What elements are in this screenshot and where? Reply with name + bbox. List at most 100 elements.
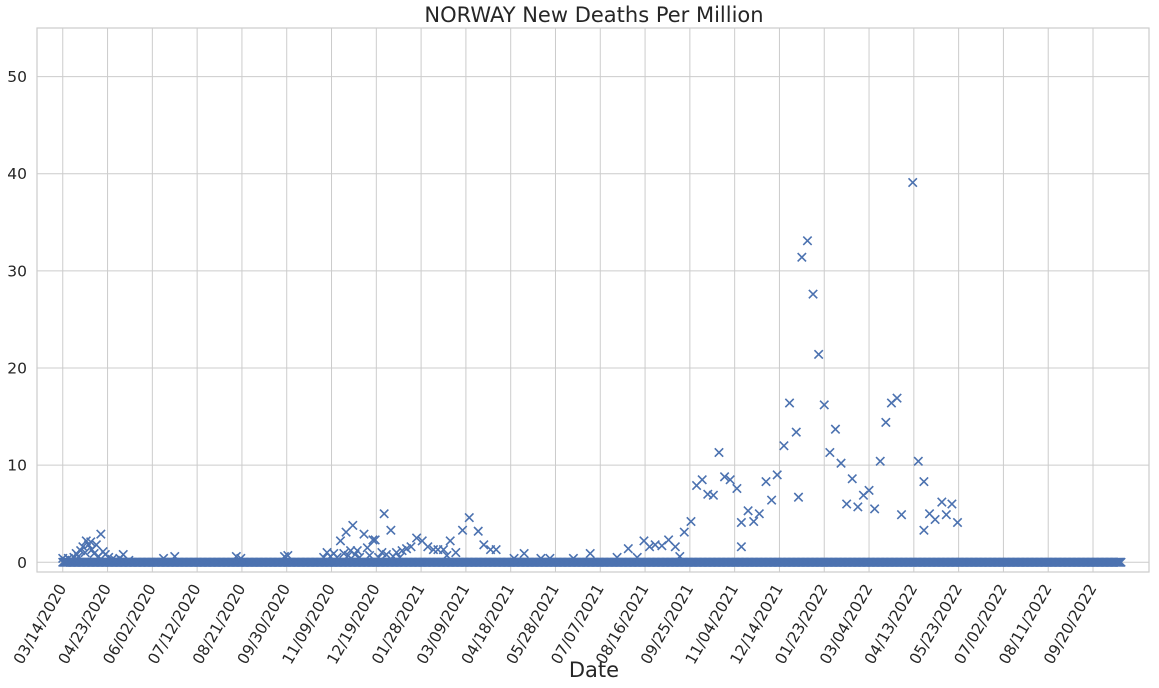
data-point: [679, 527, 690, 537]
data-point: [797, 252, 807, 263]
baseline-points: [57, 557, 1126, 568]
data-point: [386, 525, 396, 535]
data-point: [725, 474, 735, 485]
data-point: [423, 541, 433, 552]
data-point: [732, 483, 742, 494]
data-point: [736, 541, 747, 552]
data-point: [830, 424, 841, 434]
data-point: [80, 547, 90, 558]
data-point: [813, 349, 824, 360]
grid-lines: [37, 28, 1149, 572]
data-point: [381, 549, 392, 560]
data-point: [73, 551, 84, 562]
y-tick-label: 10: [7, 457, 27, 475]
data-point: [864, 485, 874, 496]
data-point: [772, 470, 782, 480]
data-point: [279, 551, 290, 562]
data-point: [793, 492, 804, 502]
data-point: [411, 533, 422, 543]
y-tick-label: 40: [7, 165, 27, 183]
data-point: [359, 529, 369, 539]
data-point: [719, 472, 730, 482]
data-point: [169, 551, 180, 562]
data-point: [438, 544, 449, 555]
data-point: [373, 552, 384, 563]
data-point: [442, 550, 452, 561]
data-point: [445, 536, 455, 546]
data-point: [791, 427, 802, 437]
data-point: [947, 499, 957, 509]
y-tick-label: 0: [17, 554, 27, 572]
data-point: [930, 514, 940, 525]
data-point: [354, 552, 365, 563]
data-point: [473, 526, 483, 536]
data-point: [841, 499, 852, 509]
data-point: [761, 476, 771, 487]
data-point: [836, 458, 846, 468]
data-point: [748, 516, 759, 527]
x-axis-ticks: 03/14/202004/23/202006/02/202007/12/2020…: [10, 581, 1101, 667]
data-point: [391, 547, 402, 558]
data-point: [348, 520, 358, 531]
data-point: [779, 440, 789, 451]
data-point: [825, 447, 835, 458]
data-point: [236, 553, 246, 564]
data-point: [708, 490, 719, 501]
data-point: [802, 235, 813, 246]
data-point: [457, 525, 468, 535]
data-point: [451, 547, 461, 558]
data-point: [766, 495, 777, 505]
data-point: [89, 548, 99, 559]
data-point: [352, 545, 363, 556]
data-point: [670, 541, 681, 552]
data-point: [819, 400, 830, 410]
chart-title: NORWAY New Deaths Per Million: [424, 3, 763, 27]
data-point: [78, 541, 88, 552]
y-tick-label: 20: [7, 360, 27, 378]
y-tick-label: 50: [7, 68, 27, 86]
data-point: [335, 536, 346, 546]
data-point: [896, 509, 907, 520]
data-point: [913, 456, 924, 467]
data-point: [853, 502, 863, 512]
data-point: [406, 541, 416, 552]
data-point: [107, 554, 117, 565]
data-point: [847, 473, 858, 484]
data-point: [585, 548, 595, 559]
data-point: [675, 551, 685, 562]
data-point: [395, 552, 405, 563]
data-point: [568, 553, 579, 564]
data-point: [686, 516, 696, 527]
data-point: [368, 535, 378, 545]
x-axis-label: Date: [569, 658, 619, 682]
data-point: [644, 541, 655, 552]
data-point: [941, 509, 952, 520]
data-point: [479, 540, 489, 550]
data-point: [875, 456, 886, 467]
data-point: [697, 474, 707, 485]
data-point: [869, 504, 880, 514]
data-point: [612, 552, 622, 563]
data-point: [907, 177, 918, 188]
data-point: [952, 517, 963, 528]
data-point: [96, 529, 106, 539]
data-point: [491, 544, 501, 555]
data-point: [919, 525, 929, 535]
data-point: [283, 550, 293, 561]
data-point: [158, 553, 169, 564]
data-point-zero: [1116, 557, 1126, 568]
data-point: [332, 552, 342, 563]
data-point: [623, 543, 634, 554]
data-point: [124, 555, 134, 566]
data-point: [370, 535, 380, 545]
data-point: [545, 553, 555, 564]
plot-frame: [36, 27, 1150, 573]
data-point: [937, 497, 947, 507]
data-point: [364, 550, 375, 561]
data-point: [509, 553, 519, 564]
data-point: [808, 289, 818, 299]
data-points: [57, 177, 963, 566]
data-point: [743, 506, 753, 516]
data-point: [736, 517, 747, 528]
